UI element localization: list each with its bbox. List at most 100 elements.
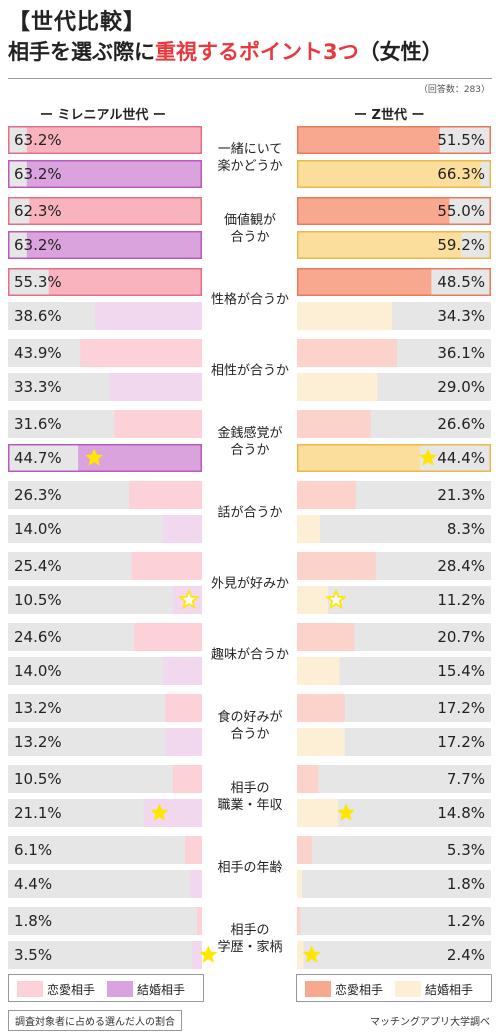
star-filled-icon (199, 945, 218, 963)
footer-note: 調査対象者に占める選んだ人の割合 (8, 1010, 182, 1031)
category-label: 相手の年齢 (217, 861, 282, 876)
bar-genz-love (297, 623, 355, 651)
value-label-genz: 55.0% (437, 202, 485, 220)
bar-track-genz (297, 586, 491, 614)
category-label-line: 相手の (230, 923, 269, 938)
category-label-line: 職業・年収 (217, 797, 282, 813)
bar-track-genz (297, 870, 491, 898)
bar-genz-love (297, 765, 319, 793)
category-label-line: 金銭感覚が (217, 425, 282, 441)
category-label-line: 外見が好みか (211, 577, 289, 592)
value-label-mil: 62.3% (14, 202, 62, 220)
star-filled-icon (150, 803, 169, 821)
star-outline-icon (325, 588, 347, 610)
bar-mil-marriage (109, 373, 202, 401)
legend-swatch-mil-marriage (107, 981, 133, 997)
bar-genz-love (297, 836, 312, 864)
bar-genz-marriage (297, 231, 462, 259)
legend-millennial: 恋愛相手 結婚相手 (8, 974, 204, 1002)
bar-track-genz (297, 941, 491, 969)
bar-track-genz (297, 765, 491, 793)
category-label-line: 一緒にいて (218, 142, 283, 157)
respondents-count: （回答数：283） (418, 85, 490, 95)
top3-frame-mil (8, 444, 202, 472)
value-label-genz: 17.2% (437, 733, 485, 751)
value-label-mil: 55.3% (14, 273, 62, 291)
bar-genz-marriage (297, 657, 340, 685)
title-line2: 相手を選ぶ際に重視するポイント3つ（女性） (8, 36, 443, 66)
bar-mil-love (29, 197, 203, 225)
value-label-genz: 48.5% (437, 273, 485, 291)
bar-genz-marriage (297, 302, 393, 330)
legend-swatch-mil-love (17, 981, 43, 997)
value-label-genz: 1.8% (447, 875, 485, 893)
value-label-genz: 7.7% (447, 770, 485, 788)
bar-genz-marriage (297, 941, 304, 969)
value-label-mil: 6.1% (14, 841, 52, 859)
value-label-mil: 44.7% (14, 449, 62, 467)
value-label-mil: 10.5% (14, 770, 62, 788)
value-label-mil: 13.2% (14, 733, 62, 751)
legend-genz: 恋愛相手 結婚相手 (296, 974, 492, 1002)
bar-mil-love (185, 836, 202, 864)
bar-genz-love (297, 126, 440, 154)
title-highlight: 重視するポイント3つ (155, 40, 359, 64)
bar-track-mil (8, 941, 202, 969)
value-label-genz: 11.2% (437, 591, 485, 609)
value-label-genz: 29.0% (437, 378, 485, 396)
star-filled-icon (418, 448, 438, 466)
value-label-mil: 3.5% (14, 946, 52, 964)
category-label: 趣味が合うか (211, 648, 289, 663)
star-filled-icon (84, 448, 104, 466)
top3-frame-genz (297, 126, 491, 154)
value-label-mil: 26.3% (14, 486, 62, 504)
value-label-genz: 59.2% (437, 236, 485, 254)
top3-frame-mil (8, 160, 202, 188)
top3-frame-mil (8, 268, 202, 296)
title-suffix: （女性） (358, 40, 443, 64)
category-label-line: 合うか (230, 230, 269, 245)
category-label-line: 楽かどうか (217, 158, 282, 174)
category-label-line: 話が合うか (217, 505, 282, 521)
bar-track-mil (8, 765, 202, 793)
category-label: 相性が合うか (211, 364, 289, 379)
top3-frame-genz (297, 160, 491, 188)
bar-mil-love (114, 410, 202, 438)
title-line1: 【世代比較】 (8, 10, 147, 35)
bar-mil-love (26, 126, 202, 154)
value-label-genz: 66.3% (437, 165, 485, 183)
category-label-line: 価値観が (224, 212, 276, 228)
bar-genz-love (297, 410, 371, 438)
value-label-mil: 14.0% (14, 662, 62, 680)
value-label-genz: 1.2% (447, 912, 485, 930)
value-label-mil: 63.2% (14, 131, 62, 149)
bar-genz-love (297, 907, 301, 935)
value-label-genz: 2.4% (447, 946, 485, 964)
value-label-mil: 43.9% (14, 344, 62, 362)
category-label-line: 学歴・家柄 (217, 939, 282, 955)
bar-mil-love (165, 694, 202, 722)
category-label: 外見が好みか (211, 577, 289, 592)
category-label: 相手の職業・年収 (217, 781, 282, 813)
top3-frame-mil (8, 197, 202, 225)
value-label-mil: 21.1% (14, 804, 62, 822)
bar-mil-love (131, 552, 202, 580)
top3-frame-genz (297, 268, 491, 296)
bar-genz-marriage (297, 870, 302, 898)
value-label-genz: 36.1% (437, 344, 485, 362)
category-label: 話が合うか (217, 505, 282, 521)
category-label-line: 性格が合うか (211, 292, 289, 308)
bar-mil-love (80, 339, 202, 367)
value-label-genz: 34.3% (437, 307, 485, 325)
value-label-genz: 26.6% (437, 415, 485, 433)
column-header-millennial: ー ミレニアル世代 ー (40, 108, 166, 123)
title-rule (8, 78, 492, 79)
category-label-line: 食の好みが (217, 709, 282, 725)
star-filled-icon (302, 945, 321, 963)
bar-genz-love (297, 268, 432, 296)
legend-swatch-genz-love (305, 981, 331, 997)
value-label-genz: 14.8% (437, 804, 485, 822)
bar-mil-love (197, 907, 202, 935)
bar-mil-marriage (26, 231, 202, 259)
category-label-line: 相手の年齢 (217, 861, 282, 876)
